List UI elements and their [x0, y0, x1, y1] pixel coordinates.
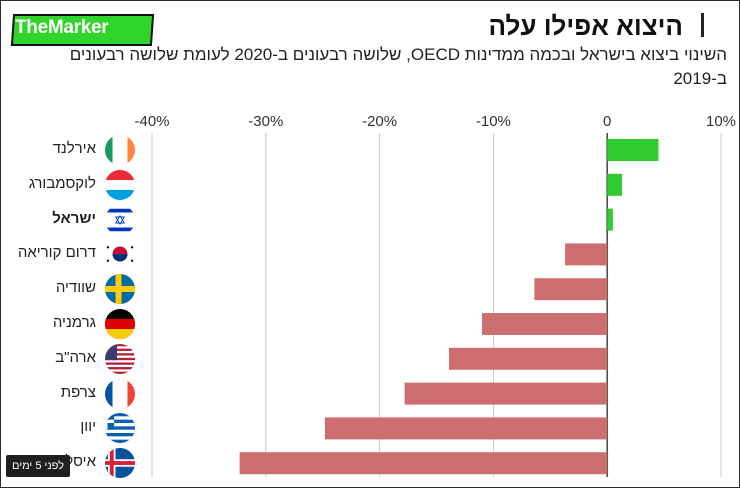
bar: [607, 139, 659, 161]
category-label: ישראל: [52, 209, 96, 227]
flag-iceland-icon: [105, 448, 135, 479]
title-accent-mark: [701, 13, 704, 37]
bar: [607, 173, 622, 196]
category-label: לוקסמבורג: [28, 174, 96, 192]
category-label: צרפת: [60, 383, 96, 401]
time-ago-badge: לפני 5 ימים: [6, 455, 70, 477]
logo-text: TheMarker: [15, 17, 109, 38]
x-tick-label: -10%: [476, 113, 511, 130]
chart-subtitle: השינוי ביצוא בישראל ובכמה ממדינות OECD, …: [69, 45, 727, 88]
x-tick-label: -40%: [134, 113, 169, 130]
flag-israel-icon: [105, 204, 135, 235]
chart-title: היצוא אפילו עלה: [488, 11, 683, 41]
flag-france-icon: [105, 378, 135, 409]
flag-south-korea-icon: [105, 239, 135, 270]
x-tick-label: -20%: [362, 113, 397, 130]
bar: [565, 243, 608, 266]
category-label: ארה"ב: [55, 348, 96, 366]
bar: [482, 313, 608, 335]
category-label: דרום קוריאה: [17, 244, 96, 262]
category-label: יוון: [80, 418, 96, 436]
flag-ireland-icon: [105, 135, 135, 165]
category-label: גרמניה: [52, 314, 96, 331]
category-label: שוודיה: [55, 279, 96, 297]
x-tick-label: 10%: [706, 113, 736, 130]
x-tick-label: 0: [603, 113, 611, 130]
bar: [534, 278, 608, 301]
bar: [324, 417, 608, 440]
flag-usa-icon: [105, 343, 135, 374]
flag-germany-icon: [105, 309, 135, 339]
bar: [404, 382, 608, 405]
flag-sweden-icon: [105, 274, 135, 305]
bar: [239, 452, 608, 475]
flag-greece-icon: [105, 413, 135, 444]
flag-luxembourg-icon: [105, 169, 135, 200]
bar: [449, 347, 608, 370]
bar: [607, 208, 613, 231]
category-label: אירלנד: [52, 140, 96, 157]
x-tick-label: -30%: [248, 113, 283, 130]
